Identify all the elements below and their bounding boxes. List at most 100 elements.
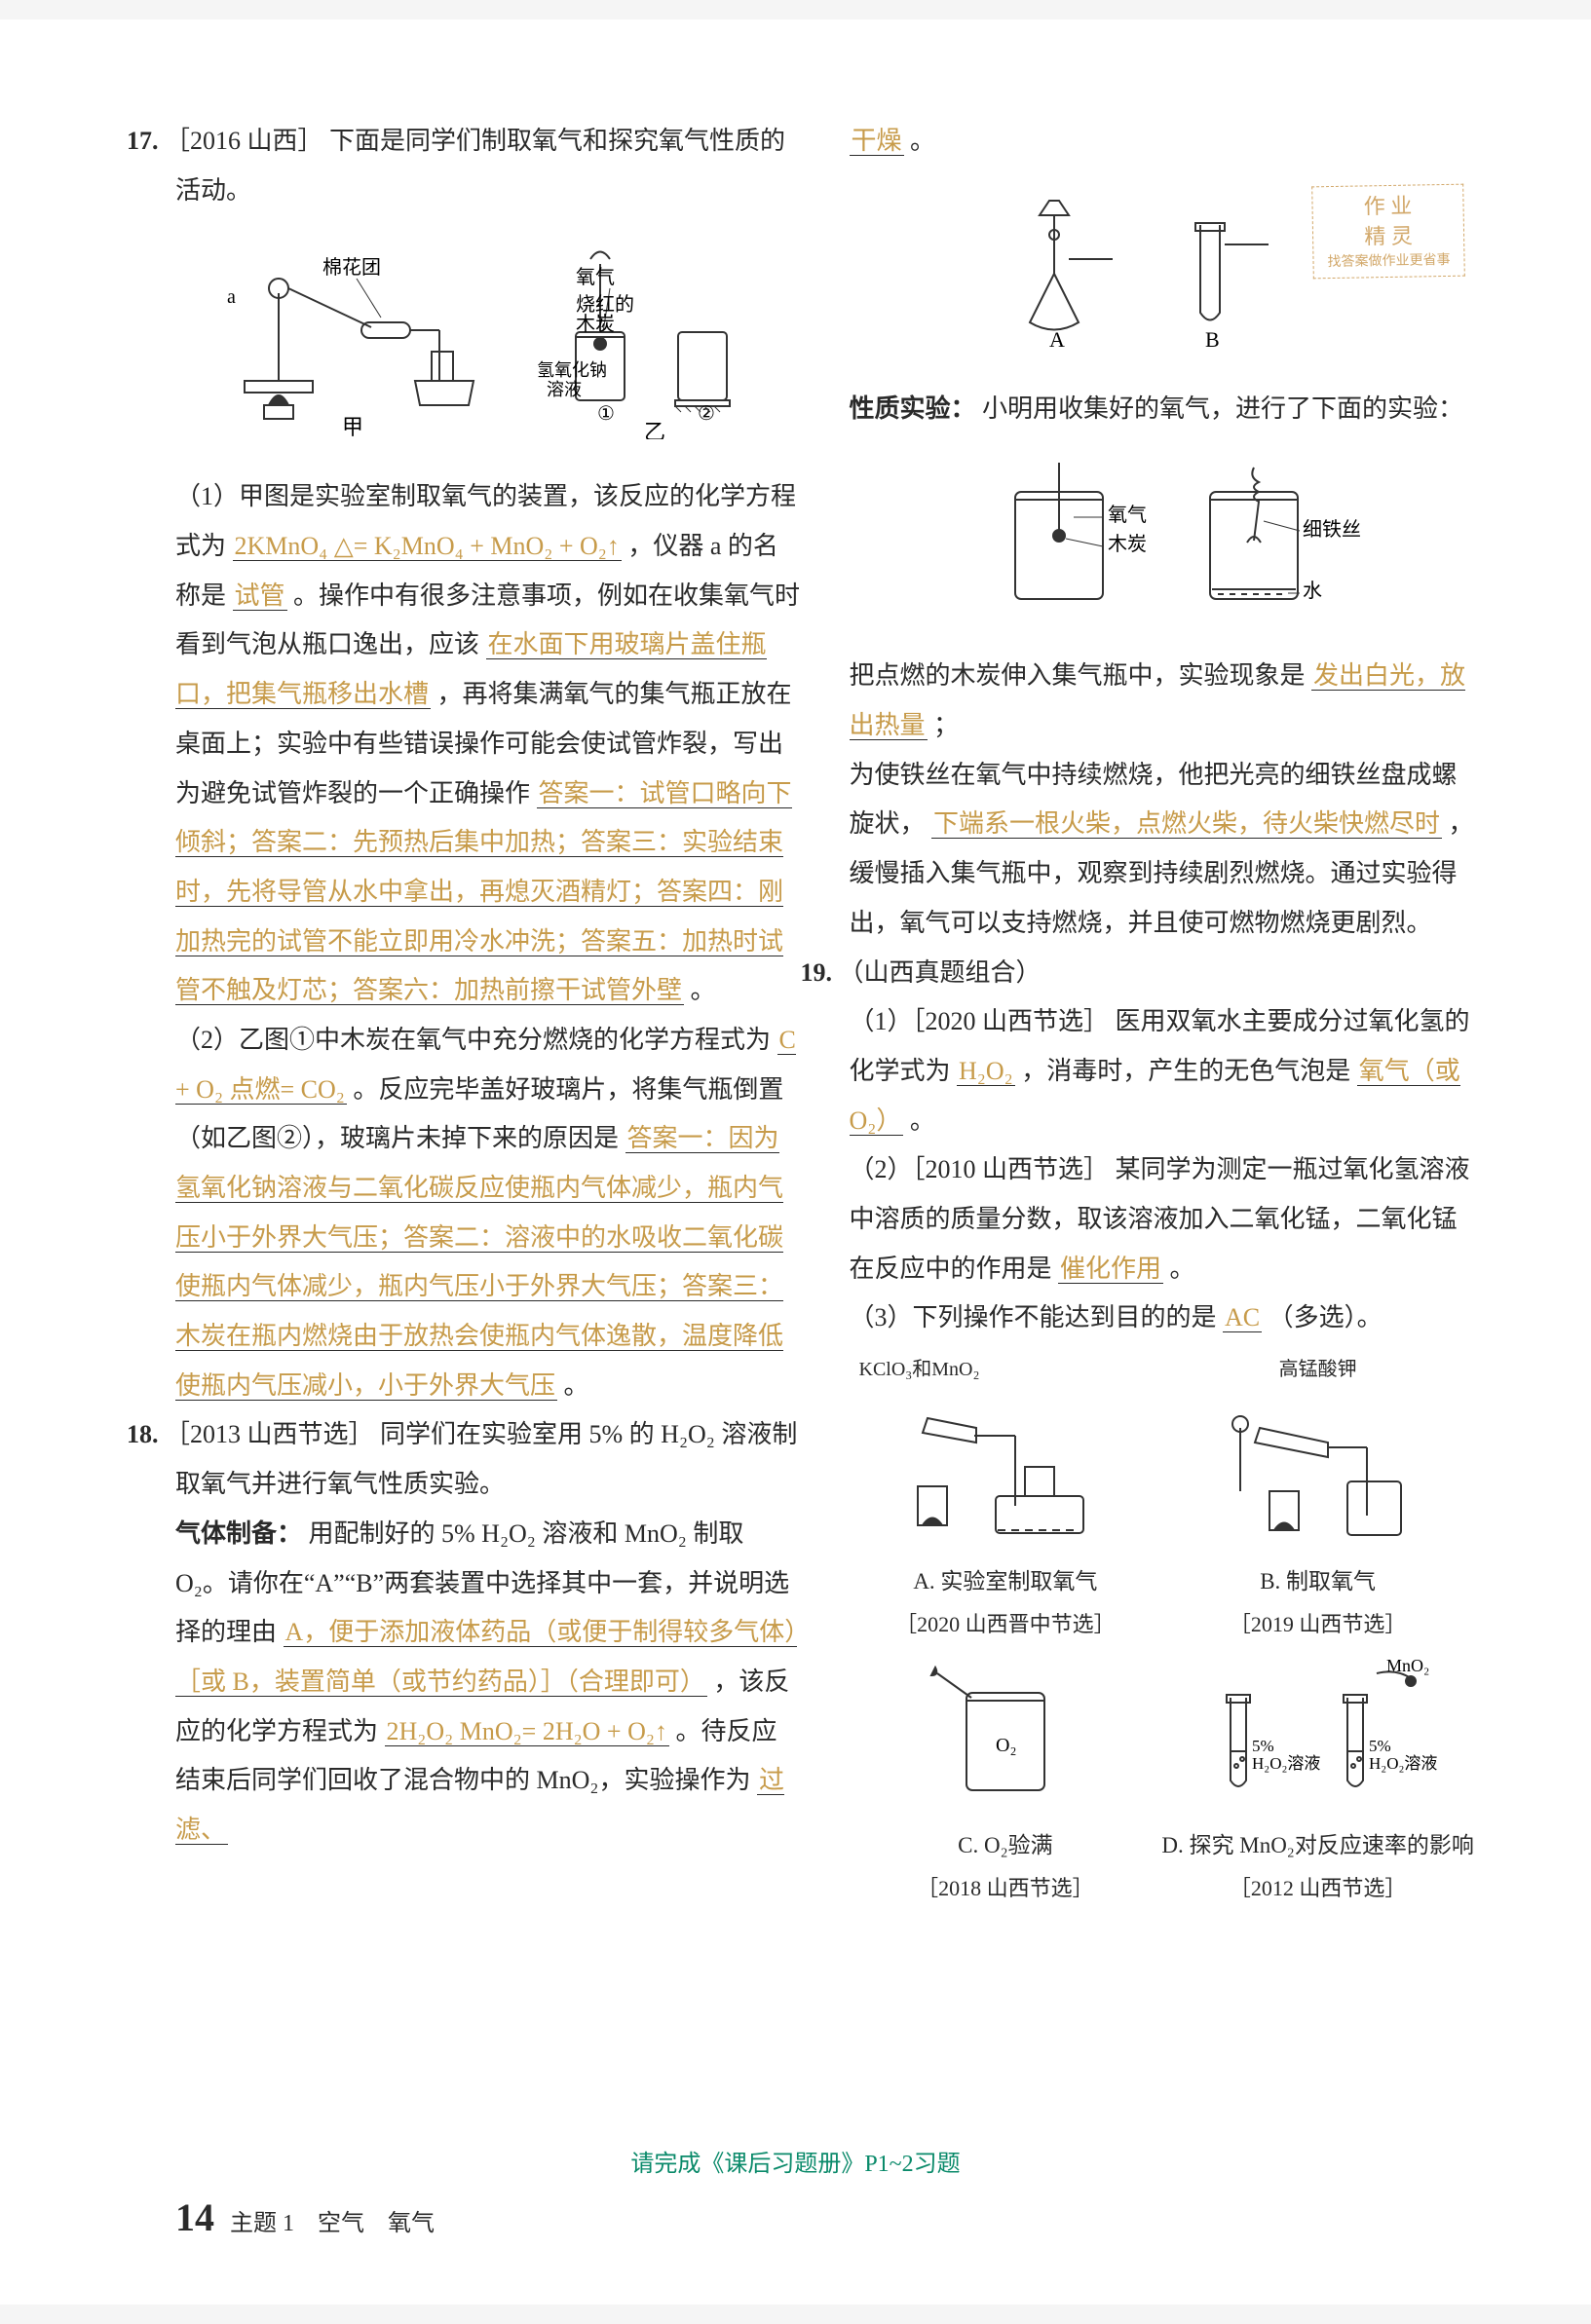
q18-dry: 干燥 。: [850, 117, 1475, 167]
q18-jars-diagram: 氧气 木炭 细铁丝 水: [850, 443, 1475, 642]
jar-label-water: 水: [1303, 580, 1322, 602]
label-yi: 乙: [644, 420, 665, 439]
label-charcoal-1: 烧红的: [576, 293, 634, 316]
label-naoh-2: 溶液: [547, 380, 582, 399]
q19-options: KClO₃和MnO₂: [850, 1351, 1475, 1910]
q19-d-sol2a: 5%: [1369, 1737, 1391, 1755]
q17-diagram: a 棉花团 甲: [175, 225, 801, 463]
label-o2: 氧气: [576, 266, 615, 288]
q17-number: 17.: [127, 127, 159, 155]
two-column-layout: 17. ［2016 山西］ 下面是同学们制取氧气和探究氧气性质的活动。: [175, 117, 1474, 2246]
q18-ab-svg: A B: [986, 186, 1337, 352]
q19-p1-ref: （1）［2020 山西节选］: [850, 1007, 1110, 1035]
q19-a-src: ［2020 山西晋中节选］: [850, 1604, 1162, 1646]
q18-phen-semi: ；: [933, 711, 959, 739]
q18-header: 18. ［2013 山西节选］ 同学们在实验室用 5% 的 H₂O₂ 溶液制取氧…: [175, 1410, 801, 1509]
q19-p1-text2: ，消毒时，产生的无色气泡是: [1021, 1057, 1350, 1085]
q19-a-top: KClO₃和MnO₂: [850, 1351, 1162, 1389]
q17-p2-period: 。: [564, 1371, 589, 1400]
q17-ref: ［2016 山西］: [165, 127, 323, 155]
jar-label-o2: 氧气: [1108, 504, 1147, 526]
q19-c-inside: O₂: [996, 1735, 1016, 1756]
page: 作 业 精 灵 找答案做作业更省事 17. ［2016 山西］ 下面是同学们制取…: [0, 19, 1591, 2305]
q18-exp: 性质实验： 小明用收集好的氧气，进行了下面的实验：: [850, 385, 1475, 434]
q19-d-sol2b: H₂O₂溶液: [1369, 1754, 1437, 1773]
jar-label-c: 木炭: [1108, 533, 1147, 555]
q19-a-label: A. 实验室制取氧气: [850, 1560, 1162, 1604]
q18-number: 18.: [127, 1420, 159, 1448]
q18-exp-text: 小明用收集好的氧气，进行了下面的实验：: [982, 394, 1463, 423]
q17-part2: （2）乙图①中木炭在氧气中充分燃烧的化学方程式为 C + O₂ 点燃= CO₂ …: [175, 1016, 801, 1411]
q18-phen-lead: 把点燃的木炭伸入集气瓶中，实验现象是: [850, 661, 1306, 690]
q18-prep-equation: 2H₂O₂ MnO₂= 2H₂O + O₂↑: [385, 1717, 669, 1746]
q19-c-svg: O₂: [908, 1654, 1103, 1810]
jar-label-fe: 细铁丝: [1303, 518, 1361, 541]
label-circ2: ②: [698, 403, 715, 425]
q19-part3: （3）下列操作不能达到目的的是 AC （多选）。: [850, 1293, 1475, 1343]
topic-label: 主题 1 空气 氧气: [230, 2211, 435, 2236]
q18-ab-diagram: A B: [850, 176, 1475, 375]
q19-row-ab: KClO₃和MnO₂: [850, 1351, 1475, 1646]
q19-opt-c: O₂ C. O₂验满 ［2018 山西节选］: [850, 1654, 1162, 1911]
q17-part1: （1）甲图是实验室制取氧气的装置，该反应的化学方程式为 2KMnO₄ △= K₂…: [175, 472, 801, 1016]
q19-p3-tail: （多选）。: [1269, 1303, 1383, 1331]
q18-prep: 气体制备： 用配制好的 5% H₂O₂ 溶液和 MnO₂ 制取 O₂。请你在“A…: [175, 1510, 801, 1855]
label-a: a: [227, 286, 236, 308]
q17-p2-lead: （2）乙图①中木炭在氧气中充分燃烧的化学方程式为: [175, 1026, 771, 1054]
q19-b-src: ［2019 山西节选］: [1161, 1604, 1474, 1646]
q17-p2-ans: 答案一：因为氢氧化钠溶液与二氧化碳反应使瓶内气体减少，瓶内气压小于外界大气压；答…: [175, 1124, 783, 1400]
q19-a-svg: [889, 1389, 1122, 1545]
q19-d-svg: MnO₂ 5% H₂O₂溶液 5% H₂O₂溶液: [1182, 1654, 1455, 1810]
page-number: 14: [175, 2195, 214, 2239]
q19-opt-a: KClO₃和MnO₂: [850, 1351, 1162, 1646]
q18-fe-ans: 下端系一根火柴，点燃火柴，待火柴快燃尽时: [931, 809, 1442, 839]
q19-p2-period: 。: [1170, 1255, 1195, 1283]
q19-c-label: C. O₂验满: [850, 1824, 1162, 1868]
q19-p2-ref: （2）［2010 山西节选］: [850, 1155, 1110, 1183]
q18-prep-bold: 气体制备：: [175, 1519, 302, 1548]
q19-part2: （2）［2010 山西节选］ 某同学为测定一瓶过氧化氢溶液中溶质的质量分数，取该…: [850, 1145, 1475, 1293]
label-charcoal-2: 木炭: [576, 313, 615, 335]
q19-ref: （山西真题组合）: [839, 958, 1042, 987]
q19-opt-d: MnO₂ 5% H₂O₂溶液 5% H₂O₂溶液 D. 探究 MnO₂对反应速率…: [1161, 1654, 1474, 1911]
q19-p3-ans: AC: [1223, 1303, 1262, 1332]
q17-p1-equation: 2KMnO₄ △= K₂MnO₄ + MnO₂ + O₂↑: [233, 532, 622, 561]
q19-d-sol1a: 5%: [1252, 1737, 1274, 1755]
label-naoh-1: 氢氧化钠: [537, 360, 607, 380]
q17-p1-period: 。: [691, 976, 716, 1004]
q19-b-svg: [1201, 1389, 1435, 1545]
q19-d-sol1b: H₂O₂溶液: [1252, 1754, 1320, 1773]
label-circ1: ①: [597, 403, 615, 425]
label-B: B: [1205, 327, 1220, 352]
q19-part1: （1）［2020 山西节选］ 医用双氧水主要成分过氧化氢的化学式为 H₂O₂ ，…: [850, 997, 1475, 1145]
q18-fe: 为使铁丝在氧气中持续燃烧，他把光亮的细铁丝盘成螺旋状， 下端系一根火柴，点燃火柴…: [850, 751, 1475, 949]
q19-opt-b: 高锰酸钾: [1161, 1351, 1474, 1646]
q18-phenomenon: 把点燃的木炭伸入集气瓶中，实验现象是 发出白光，放出热量 ；: [850, 652, 1475, 750]
q19-p3-lead: （3）下列操作不能达到目的的是: [850, 1303, 1217, 1331]
q17-p1-ans2: 答案一：试管口略向下倾斜；答案二：先预热后集中加热；答案三：实验结束时，先将导管…: [175, 779, 792, 1006]
q18-exp-bold: 性质实验：: [850, 394, 976, 423]
label-A: A: [1049, 327, 1065, 352]
q18-jars-svg: 氧气 木炭 细铁丝 水: [957, 453, 1366, 618]
q18-dry-ans: 干燥: [850, 127, 904, 156]
q18-dry-period: 。: [910, 127, 935, 155]
q19-c-src: ［2018 山西节选］: [850, 1868, 1162, 1910]
q19-p1-period: 。: [910, 1106, 935, 1135]
q19-header: 19. （山西真题组合）: [850, 949, 1475, 998]
right-column: 干燥 。: [850, 117, 1475, 2246]
q17-header: 17. ［2016 山西］ 下面是同学们制取氧气和探究氧气性质的活动。: [175, 117, 801, 215]
q17-p1-apparatus: 试管: [233, 581, 287, 611]
q19-number: 19.: [801, 958, 833, 987]
q19-b-top: 高锰酸钾: [1161, 1351, 1474, 1389]
q18-ref: ［2013 山西节选］: [165, 1420, 374, 1448]
q19-p2-ans: 催化作用: [1058, 1255, 1163, 1284]
q19-d-src: ［2012 山西节选］: [1161, 1868, 1474, 1910]
q19-b-label: B. 制取氧气: [1161, 1560, 1474, 1604]
left-column: 17. ［2016 山西］ 下面是同学们制取氧气和探究氧气性质的活动。: [175, 117, 801, 2246]
q19-row-cd: O₂ C. O₂验满 ［2018 山西节选］: [850, 1654, 1475, 1911]
q19-p1-ans1: H₂O₂: [957, 1057, 1015, 1086]
label-cotton: 棉花团: [322, 256, 381, 279]
label-jia: 甲: [342, 415, 363, 439]
q19-d-label: D. 探究 MnO₂对反应速率的影响: [1161, 1824, 1474, 1868]
q17-diagram-svg: a 棉花团 甲: [215, 235, 761, 439]
